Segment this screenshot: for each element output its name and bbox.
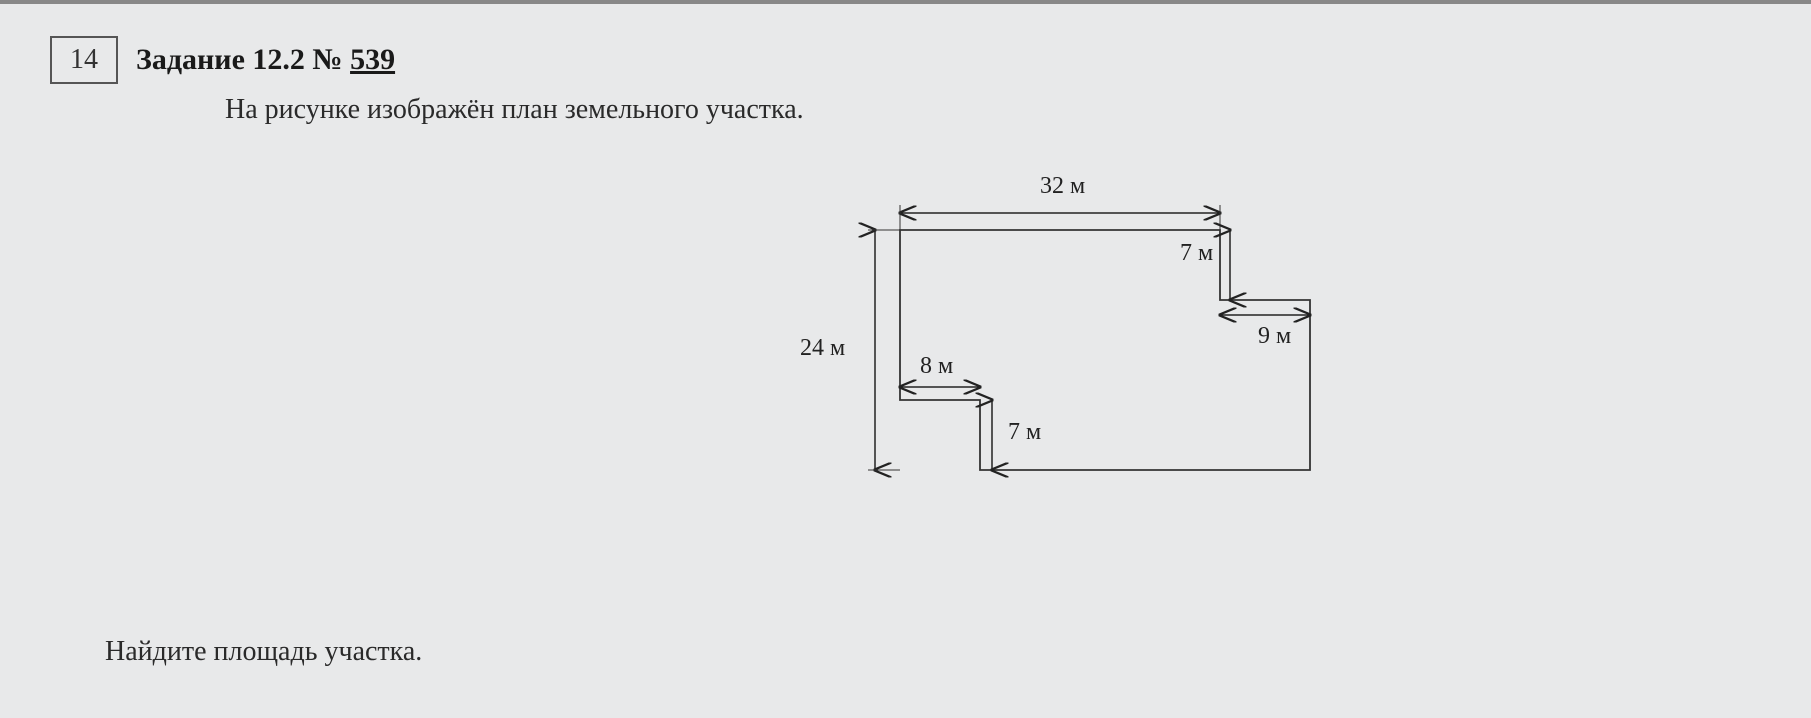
task-title: Задание 12.2 № 539	[136, 43, 395, 77]
plot-outline	[900, 230, 1310, 470]
dim-label-tr-v: 7 м	[1180, 240, 1213, 267]
dim-label-bl-v: 7 м	[1008, 419, 1041, 446]
task-index: 14	[70, 44, 98, 75]
task-description: На рисунке изображён план земельного уча…	[225, 94, 1761, 126]
task-code: 12.2	[252, 43, 305, 76]
task-question: Найдите площадь участка.	[105, 636, 422, 668]
plot-diagram: 32 м 24 м 7 м 9 м 8 м 7 м	[830, 185, 1430, 565]
dim-label-bl-h: 8 м	[920, 353, 953, 380]
task-index-box: 14	[50, 36, 118, 84]
task-header: 14 Задание 12.2 № 539	[50, 36, 1761, 84]
task-id-link[interactable]: 539	[350, 43, 395, 76]
dim-label-tr-h: 9 м	[1258, 323, 1291, 350]
num-sign: №	[312, 43, 342, 76]
dim-label-left: 24 м	[800, 335, 845, 362]
task-prefix: Задание	[136, 43, 245, 76]
dim-label-top: 32 м	[1040, 173, 1085, 200]
